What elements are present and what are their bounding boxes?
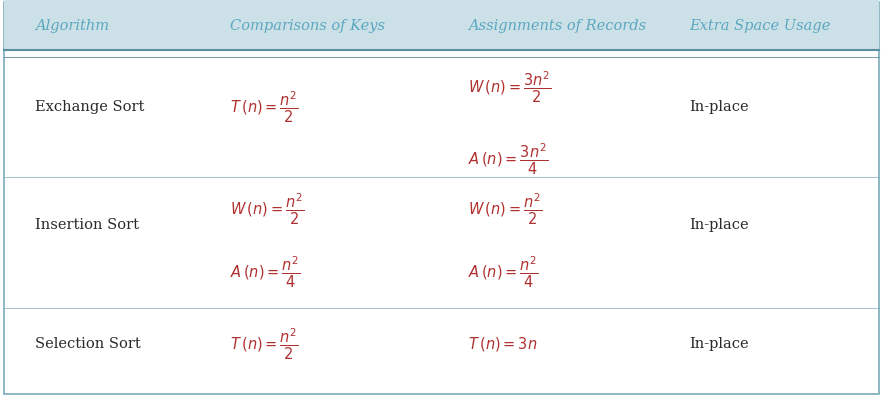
FancyBboxPatch shape [4,2,879,394]
Text: $W\,(n) = \dfrac{n^2}{2}$: $W\,(n) = \dfrac{n^2}{2}$ [230,191,304,226]
Text: Assignments of Records: Assignments of Records [468,19,646,33]
Text: $A\,(n) = \dfrac{3n^2}{4}$: $A\,(n) = \dfrac{3n^2}{4}$ [468,142,548,177]
Text: $T\,(n) = 3n$: $T\,(n) = 3n$ [468,335,538,353]
Text: $A\,(n) = \dfrac{n^2}{4}$: $A\,(n) = \dfrac{n^2}{4}$ [230,255,300,290]
Text: $A\,(n) = \dfrac{n^2}{4}$: $A\,(n) = \dfrac{n^2}{4}$ [468,255,539,290]
Text: In-place: In-place [689,100,749,115]
Text: $T\,(n) = \dfrac{n^2}{2}$: $T\,(n) = \dfrac{n^2}{2}$ [230,90,298,125]
Text: Insertion Sort: Insertion Sort [35,218,140,232]
Text: $W\,(n) = \dfrac{3n^2}{2}$: $W\,(n) = \dfrac{3n^2}{2}$ [468,70,552,105]
Text: $W\,(n) = \dfrac{n^2}{2}$: $W\,(n) = \dfrac{n^2}{2}$ [468,191,542,226]
Text: $T\,(n) = \dfrac{n^2}{2}$: $T\,(n) = \dfrac{n^2}{2}$ [230,327,298,362]
Text: In-place: In-place [689,218,749,232]
Text: Extra Space Usage: Extra Space Usage [689,19,830,33]
FancyBboxPatch shape [4,0,879,50]
Text: Algorithm: Algorithm [35,19,109,33]
Text: In-place: In-place [689,337,749,351]
Text: Comparisons of Keys: Comparisons of Keys [230,19,385,33]
Text: Selection Sort: Selection Sort [35,337,141,351]
Text: Exchange Sort: Exchange Sort [35,100,145,115]
